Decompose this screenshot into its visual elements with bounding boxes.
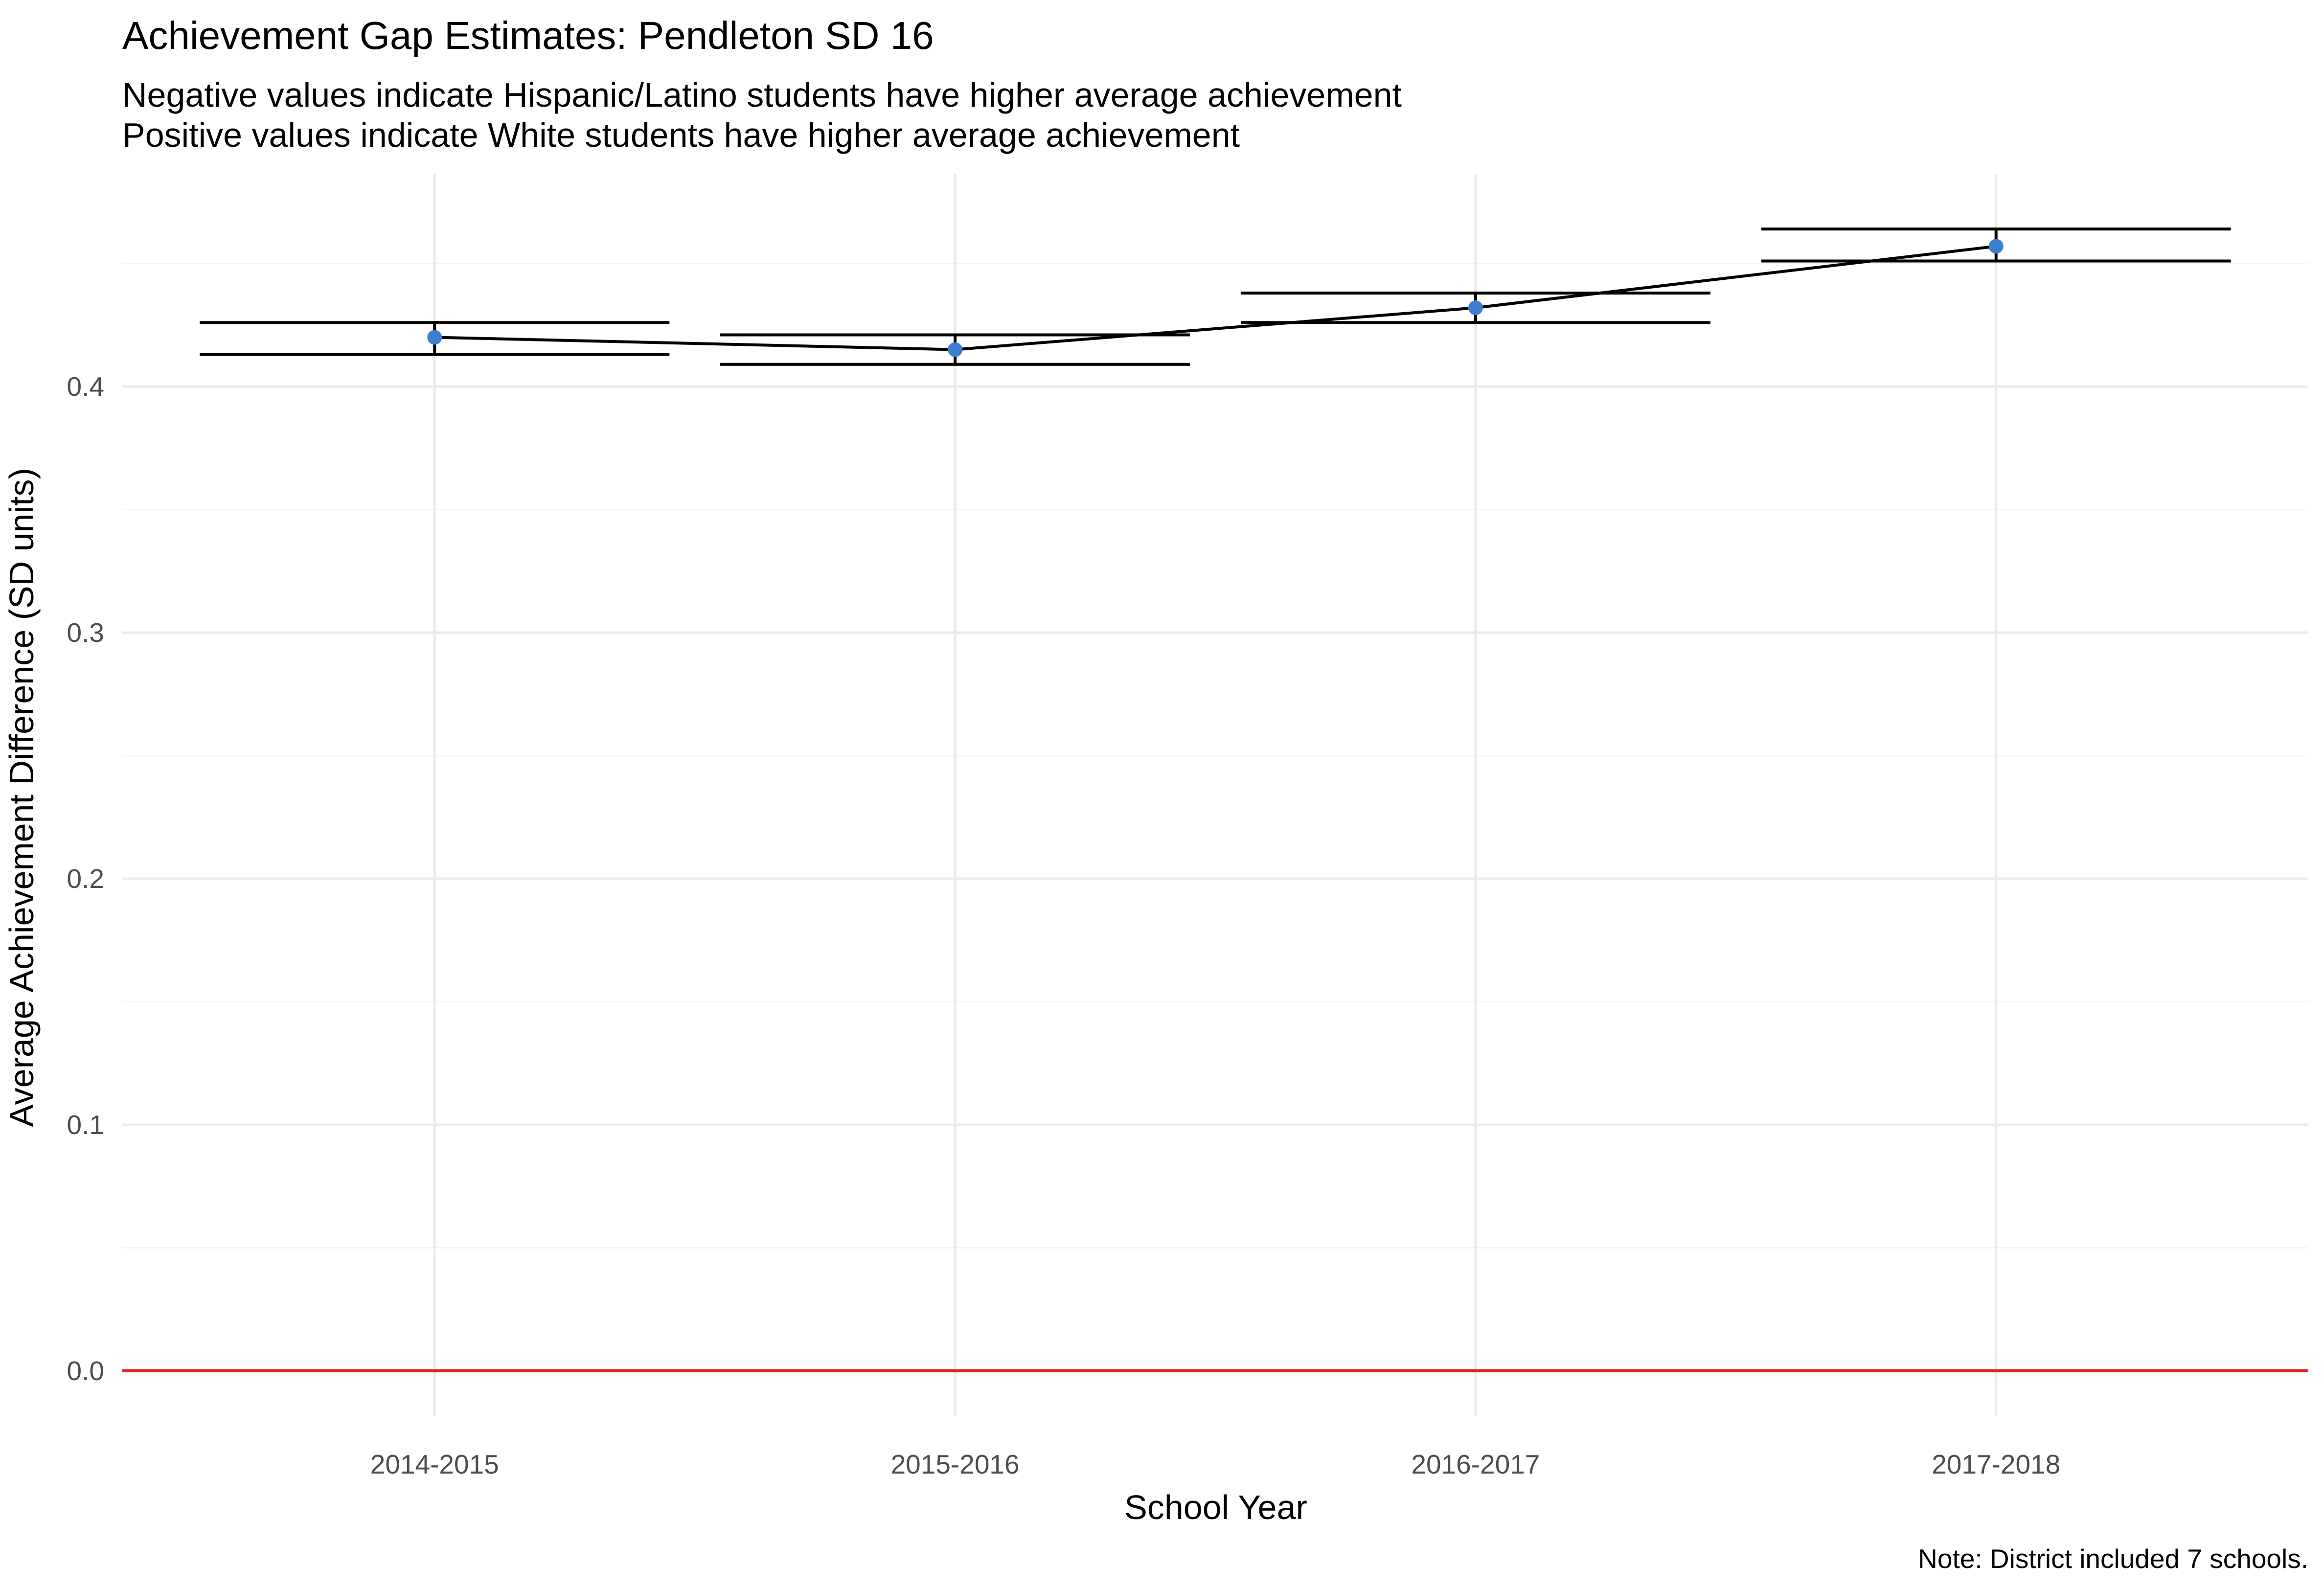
y-tick-label: 0.0 bbox=[67, 1356, 104, 1386]
data-point bbox=[427, 330, 442, 345]
x-tick-label: 2017-2018 bbox=[1932, 1449, 2060, 1479]
series-line bbox=[434, 245, 1997, 351]
data-point bbox=[1988, 239, 2004, 254]
chart-subtitle-line-2: Positive values indicate White students … bbox=[122, 116, 1240, 154]
y-tick-labels: 0.0 0.1 0.2 0.3 0.4 bbox=[67, 371, 104, 1386]
y-tick-label: 0.3 bbox=[67, 617, 104, 648]
x-tick-label: 2016-2017 bbox=[1411, 1449, 1540, 1479]
y-tick-label: 0.1 bbox=[67, 1110, 104, 1140]
series-line-group bbox=[434, 245, 1997, 351]
y-tick-label: 0.2 bbox=[67, 863, 104, 894]
y-axis-title: Average Achievement Difference (SD units… bbox=[2, 468, 41, 1127]
x-axis-title: School Year bbox=[1124, 1488, 1307, 1526]
x-tick-label: 2015-2016 bbox=[891, 1449, 1020, 1479]
x-tick-labels: 2014-2015 2015-2016 2016-2017 2017-2018 bbox=[370, 1449, 2060, 1479]
x-tick-label: 2014-2015 bbox=[370, 1449, 499, 1479]
grid bbox=[122, 174, 2308, 1416]
points bbox=[427, 239, 2004, 357]
y-tick-label: 0.4 bbox=[67, 371, 104, 402]
chart-caption: Note: District included 7 schools. bbox=[1918, 1544, 2308, 1574]
chart-subtitle-line-1: Negative values indicate Hispanic/Latino… bbox=[122, 76, 1402, 114]
errorbars bbox=[200, 227, 2231, 366]
chart-title: Achievement Gap Estimates: Pendleton SD … bbox=[122, 14, 934, 57]
data-point bbox=[948, 342, 963, 357]
data-point bbox=[1468, 300, 1483, 316]
